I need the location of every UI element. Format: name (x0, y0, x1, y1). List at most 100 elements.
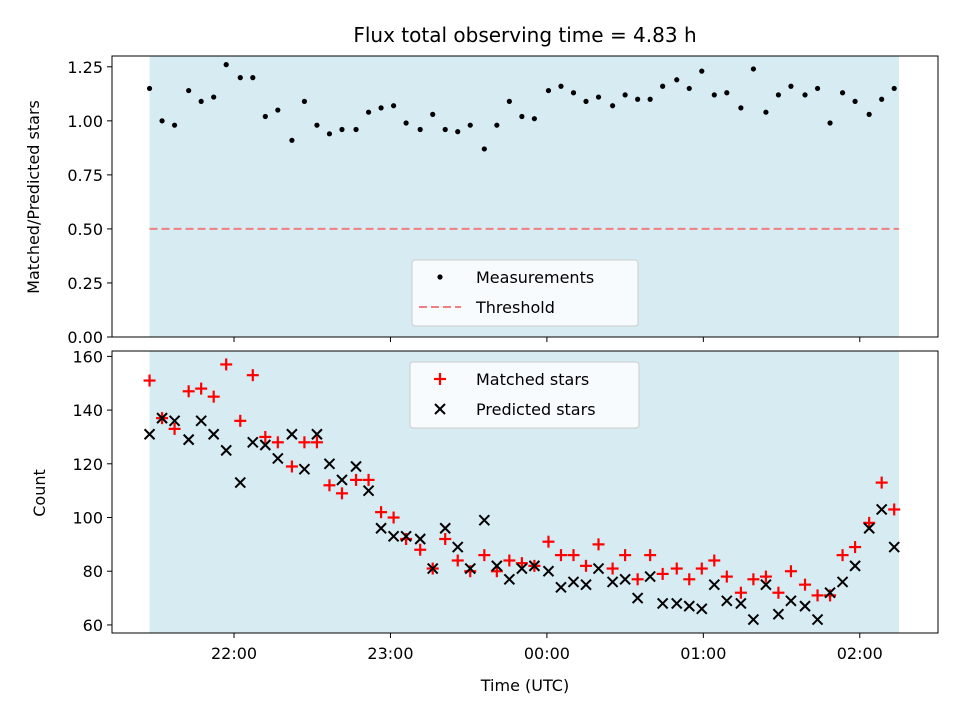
matched-star-point (335, 487, 348, 500)
predicted-star-point (478, 514, 491, 526)
legend-matched-marker (434, 373, 446, 385)
predicted-star-point (207, 428, 220, 440)
measurement-point (827, 120, 833, 126)
matched-star-point (350, 473, 363, 486)
measurement-point (326, 131, 333, 137)
y-tick-label: 140 (72, 401, 103, 420)
measurement-point (711, 92, 717, 98)
matched-star-point (542, 535, 555, 548)
matched-star-point (310, 436, 323, 449)
matched-star-point (606, 562, 619, 575)
predicted-stars-points (143, 412, 900, 626)
measurement-point (763, 109, 769, 115)
measurement-point (519, 113, 525, 120)
predicted-star-point (811, 613, 824, 626)
measurement-point (417, 126, 423, 133)
matched-star-point (246, 369, 259, 382)
matched-star-point (631, 573, 644, 586)
predicted-star-point (143, 428, 156, 440)
predicted-star-point (824, 587, 836, 599)
predicted-star-point (362, 484, 375, 497)
predicted-star-point (272, 452, 284, 465)
matched-star-point (168, 422, 181, 435)
x-tick-label: 22:00 (211, 644, 257, 663)
predicted-star-point (298, 463, 311, 475)
predicted-star-point (708, 578, 720, 591)
predicted-star-point (247, 436, 259, 449)
matched-star-point (888, 503, 901, 516)
measurement-point (223, 62, 229, 68)
predicted-star-point (286, 428, 298, 440)
matched-star-point (323, 479, 336, 492)
matched-star-point (747, 573, 760, 586)
predicted-star-point (234, 476, 246, 489)
predicted-star-point (735, 597, 747, 610)
measurement-point (186, 87, 192, 94)
predicted-star-point (888, 541, 900, 553)
y-tick-label: 1.25 (67, 58, 103, 77)
measurement-point (403, 120, 409, 126)
predicted-star-point (426, 562, 439, 575)
matched-star-point (259, 430, 272, 443)
measurement-point (788, 83, 794, 89)
measurement-point (275, 107, 281, 113)
matched-star-point (387, 511, 400, 524)
matched-star-point (849, 541, 862, 554)
legend-predicted-label: Predicted stars (476, 400, 596, 419)
measurement-point (378, 105, 384, 111)
predicted-star-point (760, 578, 772, 591)
predicted-star-point (195, 415, 207, 427)
measurement-point (494, 122, 500, 128)
measurement-point (558, 83, 564, 89)
top-ylabel: Matched/Predicted stars (24, 100, 43, 294)
predicted-star-point (772, 608, 785, 620)
predicted-star-point (721, 595, 733, 607)
matched-star-point (708, 554, 721, 567)
matched-star-point (695, 562, 708, 575)
x-tick-label: 00:00 (524, 644, 570, 663)
measurement-point (775, 92, 782, 98)
measurement-point (481, 146, 487, 152)
measurement-point (171, 122, 178, 128)
matched-star-point (580, 559, 593, 572)
predicted-star-point (606, 576, 619, 588)
y-tick-label: 60 (83, 616, 103, 635)
predicted-star-point (849, 560, 861, 572)
measurement-point (262, 113, 268, 120)
x-tick-label: 23:00 (367, 644, 413, 663)
predicted-star-point (863, 522, 875, 534)
measurement-point (622, 92, 628, 98)
legend-matched-label: Matched stars (476, 370, 589, 389)
y-tick-label: 120 (72, 455, 103, 474)
predicted-star-point (311, 428, 323, 440)
measurement-point (467, 122, 473, 128)
measurement-point (724, 90, 730, 96)
measurement-point (430, 111, 436, 117)
measurement-point (686, 85, 692, 92)
measurement-point (852, 98, 858, 104)
matched-star-point (439, 533, 452, 545)
matched-star-point (207, 390, 220, 403)
measurement-point (531, 116, 537, 122)
matched-star-point (592, 538, 605, 551)
matched-star-point (503, 554, 516, 567)
measurement-point (506, 98, 512, 104)
legend-measurements-label: Measurements (476, 268, 594, 287)
measurement-point (814, 85, 821, 92)
matched-star-point (619, 549, 632, 562)
measurement-point (455, 129, 461, 135)
predicted-star-point (785, 595, 797, 607)
predicted-star-point (387, 530, 400, 543)
measurement-point (159, 118, 165, 124)
predicted-star-point (452, 541, 464, 553)
predicted-star-point (799, 600, 811, 612)
y-tick-label: 100 (72, 509, 103, 528)
predicted-star-point (439, 522, 451, 534)
predicted-star-point (683, 600, 695, 612)
measurement-point (390, 103, 397, 109)
legend-measurements-marker (437, 274, 443, 280)
y-tick-label: 0.25 (67, 274, 103, 293)
matched-star-point (875, 476, 888, 489)
predicted-star-point (400, 530, 412, 543)
